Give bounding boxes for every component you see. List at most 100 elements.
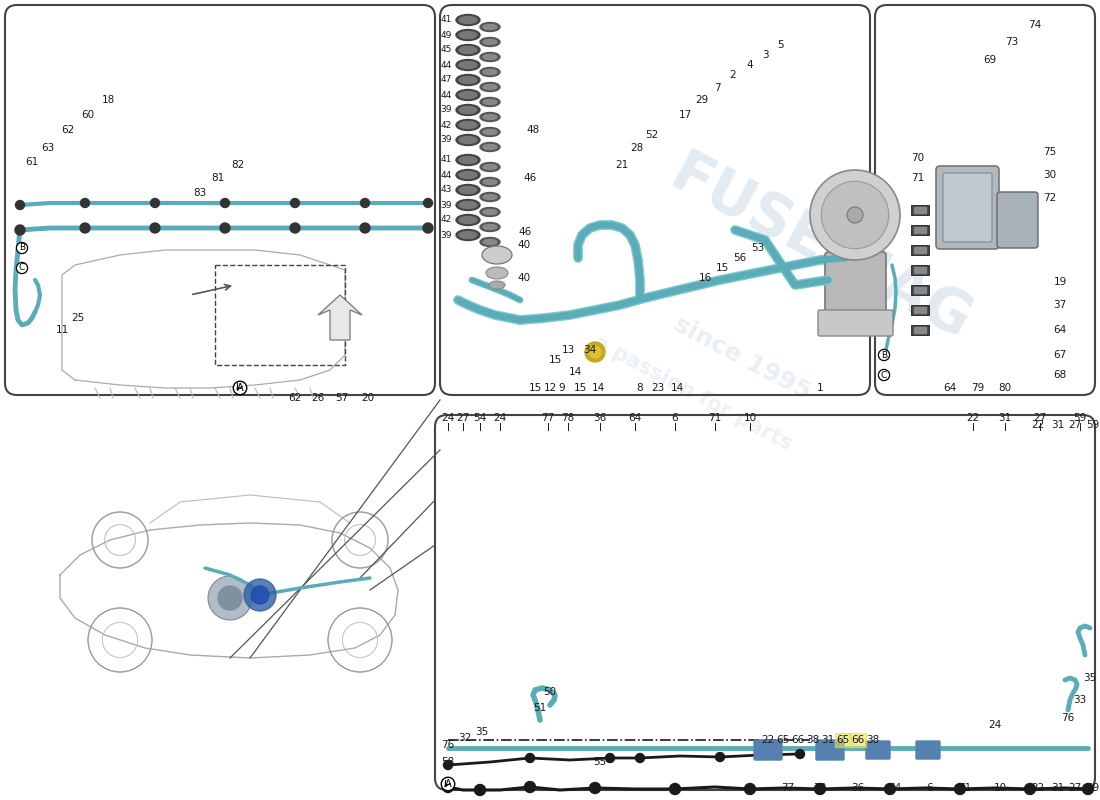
Text: 14: 14 — [670, 383, 683, 393]
Circle shape — [525, 782, 536, 793]
Text: 76: 76 — [441, 740, 454, 750]
Ellipse shape — [456, 74, 480, 86]
Text: 59: 59 — [1087, 420, 1100, 430]
Circle shape — [1082, 783, 1093, 794]
Text: 17: 17 — [679, 110, 692, 120]
Ellipse shape — [459, 122, 477, 129]
Text: 46: 46 — [518, 227, 531, 237]
Text: 26: 26 — [311, 393, 324, 403]
Ellipse shape — [456, 134, 480, 146]
Text: 62: 62 — [288, 393, 301, 403]
Ellipse shape — [459, 186, 477, 194]
Text: 72: 72 — [1044, 193, 1057, 203]
Circle shape — [290, 223, 300, 233]
Ellipse shape — [822, 182, 889, 249]
Text: 76: 76 — [1062, 713, 1075, 723]
Ellipse shape — [483, 210, 497, 214]
Text: 10: 10 — [744, 413, 757, 423]
Circle shape — [955, 783, 966, 794]
Ellipse shape — [483, 114, 497, 119]
Text: 36: 36 — [593, 413, 606, 423]
Text: 25: 25 — [72, 313, 85, 323]
Ellipse shape — [480, 53, 501, 62]
Circle shape — [585, 342, 605, 362]
Ellipse shape — [483, 39, 497, 45]
Text: 31: 31 — [999, 413, 1012, 423]
Ellipse shape — [456, 199, 480, 210]
Ellipse shape — [480, 67, 501, 77]
Text: 42: 42 — [441, 121, 452, 130]
Circle shape — [814, 783, 825, 794]
Text: 62: 62 — [62, 125, 75, 135]
Text: 38: 38 — [867, 735, 880, 745]
Text: 60: 60 — [81, 110, 95, 120]
Ellipse shape — [456, 14, 480, 26]
Ellipse shape — [810, 170, 900, 260]
Ellipse shape — [456, 90, 480, 101]
Text: 10: 10 — [993, 783, 1007, 793]
Circle shape — [590, 782, 601, 794]
Text: 37: 37 — [1054, 300, 1067, 310]
Ellipse shape — [480, 222, 501, 231]
Text: 19: 19 — [1054, 277, 1067, 287]
Circle shape — [290, 198, 299, 207]
Text: 57: 57 — [336, 393, 349, 403]
Text: 68: 68 — [1054, 370, 1067, 380]
Ellipse shape — [847, 207, 864, 223]
Circle shape — [605, 754, 615, 762]
Text: FUSEDIAG: FUSEDIAG — [660, 146, 980, 352]
Text: 14: 14 — [569, 367, 582, 377]
Ellipse shape — [456, 59, 480, 70]
Bar — [214, 265, 345, 365]
Circle shape — [795, 750, 804, 758]
Ellipse shape — [483, 145, 497, 150]
Ellipse shape — [459, 46, 477, 54]
Text: 65: 65 — [777, 735, 790, 745]
Circle shape — [150, 223, 160, 233]
Ellipse shape — [480, 178, 501, 186]
Ellipse shape — [480, 82, 501, 91]
Ellipse shape — [480, 238, 501, 246]
Text: C: C — [19, 263, 25, 273]
Ellipse shape — [483, 225, 497, 230]
Circle shape — [244, 579, 276, 611]
Circle shape — [715, 753, 725, 762]
Text: 16: 16 — [698, 273, 712, 283]
Text: 27: 27 — [456, 413, 470, 423]
Text: 59: 59 — [1087, 783, 1100, 793]
Text: 4: 4 — [747, 60, 754, 70]
Text: 73: 73 — [1005, 37, 1019, 47]
Text: 31: 31 — [1052, 783, 1065, 793]
Text: 54: 54 — [473, 413, 486, 423]
Circle shape — [80, 223, 90, 233]
Circle shape — [526, 754, 535, 762]
Ellipse shape — [459, 77, 477, 83]
FancyBboxPatch shape — [997, 192, 1038, 248]
Text: 58: 58 — [441, 757, 454, 767]
Text: 39: 39 — [440, 230, 452, 239]
Circle shape — [474, 785, 485, 795]
Bar — [914, 247, 926, 253]
Text: 20: 20 — [362, 393, 375, 403]
Circle shape — [636, 754, 645, 762]
Ellipse shape — [459, 202, 477, 209]
Bar — [911, 285, 930, 295]
Text: 15: 15 — [573, 383, 586, 393]
Ellipse shape — [480, 207, 501, 217]
FancyBboxPatch shape — [916, 741, 940, 759]
Circle shape — [442, 782, 453, 793]
Ellipse shape — [483, 70, 497, 74]
Text: 75: 75 — [1044, 147, 1057, 157]
Ellipse shape — [480, 22, 501, 31]
Bar — [914, 207, 926, 213]
Text: 28: 28 — [630, 143, 644, 153]
Ellipse shape — [486, 267, 508, 279]
Circle shape — [588, 346, 601, 358]
Polygon shape — [318, 295, 362, 340]
Bar — [914, 287, 926, 293]
Circle shape — [15, 201, 24, 210]
Ellipse shape — [480, 193, 501, 202]
Text: 24: 24 — [441, 413, 454, 423]
Text: 41: 41 — [441, 155, 452, 165]
Ellipse shape — [483, 99, 497, 105]
